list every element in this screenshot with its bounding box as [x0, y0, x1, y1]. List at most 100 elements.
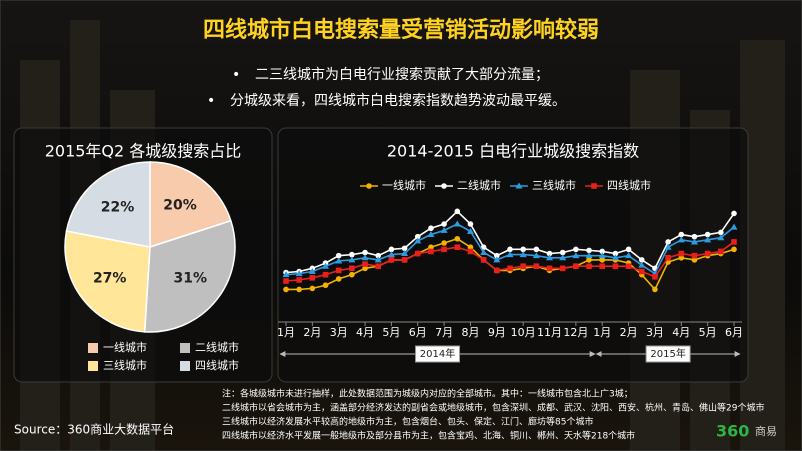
point: [599, 257, 606, 263]
point: [493, 256, 501, 263]
point: [559, 254, 567, 261]
legend-label: 四线城市: [195, 358, 239, 372]
point: [546, 265, 553, 272]
point: [717, 234, 725, 241]
point: [533, 263, 540, 270]
point: [559, 249, 566, 256]
legend-label: 一线城市: [103, 340, 147, 354]
point: [401, 250, 409, 257]
point: [454, 235, 461, 242]
point: [704, 231, 711, 238]
point: [374, 256, 382, 263]
point: [309, 285, 316, 292]
point: [638, 261, 646, 268]
point: [322, 262, 330, 269]
legend-swatch: [180, 343, 190, 353]
point: [652, 286, 658, 293]
point: [585, 252, 593, 259]
bullet-dot: •: [207, 93, 215, 109]
point: [428, 248, 434, 255]
legend-label: 三线城市: [532, 178, 576, 192]
point: [690, 238, 698, 245]
slice-label: 31%: [174, 270, 208, 286]
legend-label: 二线城市: [457, 178, 501, 192]
legend-label: 二线城市: [195, 340, 239, 354]
group-label-box: [645, 345, 691, 363]
point: [559, 265, 566, 272]
point: [638, 268, 645, 275]
point: [494, 252, 500, 259]
point: [573, 246, 579, 253]
point: [678, 250, 685, 257]
x-tick-label: 9月: [488, 326, 506, 339]
point: [731, 210, 737, 217]
point: [283, 278, 289, 284]
point: [652, 273, 658, 280]
point: [428, 225, 434, 232]
logo-mark: 360: [716, 422, 749, 441]
point: [480, 244, 487, 251]
point: [467, 244, 474, 251]
point: [414, 250, 421, 257]
point: [612, 263, 619, 270]
point: [718, 248, 724, 255]
point: [362, 265, 368, 272]
point: [546, 250, 553, 257]
point: [586, 247, 592, 254]
point: [599, 263, 606, 270]
footnote: 二线城市以省会城市为主，涵盖部分经济发达的副省会或地级城市，包含深圳、成都、武汉…: [222, 402, 764, 414]
x-tick-label: 5月: [382, 326, 400, 339]
point: [731, 246, 737, 253]
point: [507, 246, 513, 253]
point: [612, 250, 619, 257]
point: [388, 257, 395, 263]
point: [507, 265, 513, 272]
point: [295, 270, 303, 277]
x-tick-label: 10月: [511, 326, 536, 339]
point: [441, 240, 447, 246]
footnote: 三线城市以经济发展水平较高的地级市为主，包含烟台、包头、保定、江门、廊坊等85个…: [222, 416, 593, 428]
point: [678, 254, 685, 261]
point: [441, 221, 447, 227]
point: [309, 275, 316, 281]
point: [677, 236, 685, 243]
point: [322, 271, 329, 278]
point: [625, 246, 632, 253]
point: [308, 268, 316, 274]
point: [349, 271, 355, 278]
bullet: 二三线城市为白电行业搜索贡献了大部分流量；: [255, 66, 549, 83]
point: [730, 223, 738, 230]
x-tick-label: 4月: [672, 326, 690, 339]
point: [664, 243, 672, 250]
x-tick-label: 2月: [303, 326, 321, 339]
point: [586, 257, 592, 263]
legend-swatch: [88, 361, 98, 371]
point: [586, 263, 592, 270]
point: [625, 263, 632, 270]
point: [506, 251, 514, 258]
point: [691, 233, 698, 240]
point: [335, 276, 342, 282]
point: [441, 246, 447, 253]
x-tick-label: 11月: [537, 326, 562, 339]
point: [454, 208, 461, 215]
point: [480, 257, 487, 263]
point: [349, 251, 355, 258]
x-tick-label: 7月: [435, 326, 453, 339]
point: [388, 246, 395, 253]
point: [520, 263, 526, 270]
legend-label: 一线城市: [382, 178, 426, 192]
point: [441, 183, 447, 189]
point: [691, 257, 698, 263]
point: [361, 254, 369, 261]
point: [599, 248, 606, 255]
pie-slice: [65, 161, 151, 248]
footnote: 注：各城级城市未进行抽样，此处数据范围为城级内对应的全部城市。其中：一线城市包含…: [222, 388, 633, 400]
x-tick-label: 1月: [277, 326, 295, 339]
point: [515, 182, 523, 189]
point: [335, 252, 342, 259]
point: [718, 229, 724, 236]
point: [572, 252, 580, 259]
point: [282, 271, 290, 278]
